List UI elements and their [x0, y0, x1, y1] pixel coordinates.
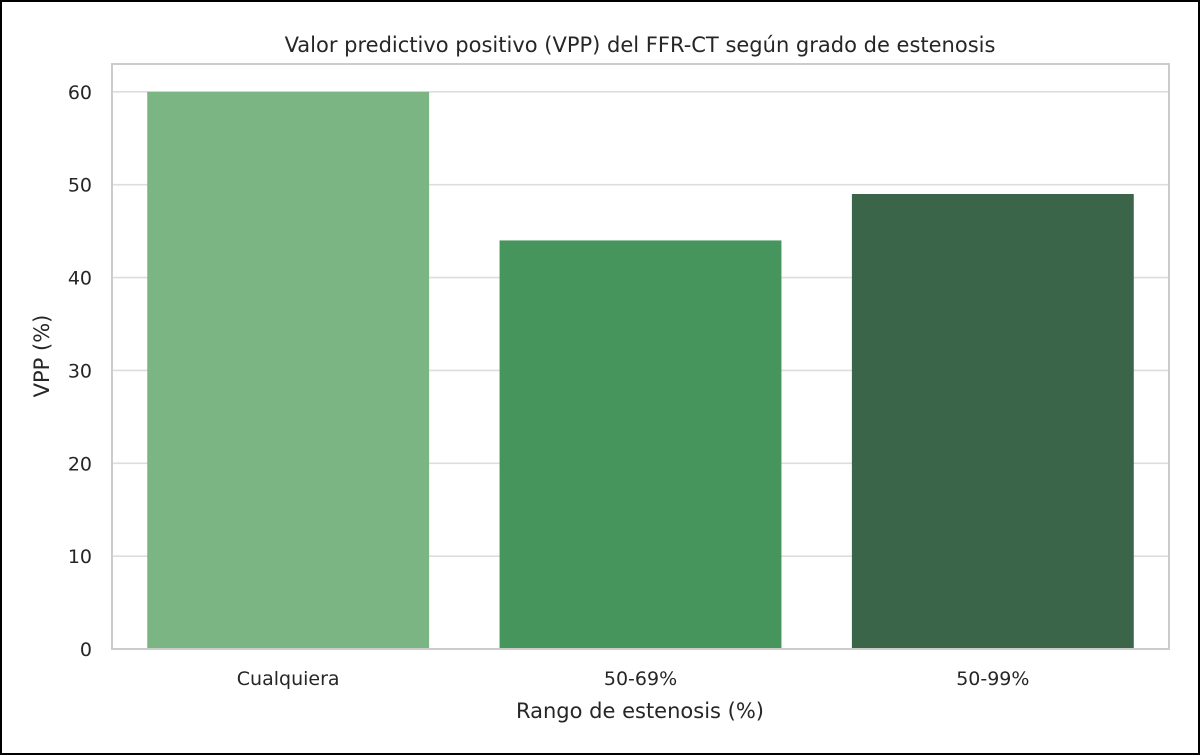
y-tick-label: 50 — [68, 175, 92, 197]
y-tick-label: 10 — [68, 546, 92, 568]
y-tick-label: 30 — [68, 360, 92, 382]
y-tick-label: 40 — [68, 268, 92, 290]
bar-50-69 — [499, 240, 782, 649]
x-axis-label: Rango de estenosis (%) — [516, 699, 764, 723]
x-tick-label: Cualquiera — [237, 668, 340, 690]
chart-title: Valor predictivo positivo (VPP) del FFR-… — [285, 33, 996, 57]
y-tick-label: 60 — [68, 82, 92, 104]
y-tick-label: 20 — [68, 453, 92, 475]
bars — [147, 91, 1134, 650]
bar-cualquiera — [147, 91, 430, 650]
y-axis-ticks: 0 10 20 30 40 50 60 — [68, 82, 92, 661]
plot-area-border — [111, 63, 1170, 650]
x-axis-ticks: Cualquiera 50-69% 50-99% — [237, 668, 1030, 690]
y-axis-label: VPP (%) — [30, 315, 54, 398]
bar-50-99 — [851, 194, 1134, 649]
x-tick-label: 50-99% — [956, 668, 1029, 690]
y-tick-label: 0 — [80, 639, 92, 661]
x-tick-label: 50-69% — [604, 668, 677, 690]
